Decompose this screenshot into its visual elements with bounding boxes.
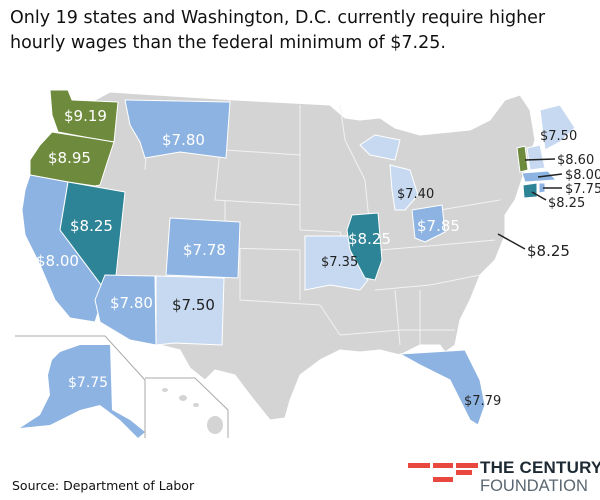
label-connecticut: $8.25 (548, 196, 585, 211)
label-missouri: $7.35 (321, 255, 358, 270)
state-maine (539, 104, 576, 151)
label-arizona: $7.80 (110, 294, 153, 312)
inset-frames (15, 335, 229, 438)
state-florida (399, 349, 486, 426)
label-california: $8.00 (36, 252, 79, 270)
state-new-mexico (155, 275, 225, 346)
century-foundation-logo: THE CENTURY FOUNDATION (398, 452, 600, 496)
label-washington: $9.19 (64, 107, 107, 125)
state-labels-small: $7.35 $7.40 $7.79 $7.50 $8.60 $8.00 $7.7… (321, 129, 600, 409)
state-michigan-upper (359, 134, 401, 161)
label-colorado: $7.78 (183, 241, 226, 259)
label-illinois: $8.25 (348, 230, 391, 248)
state-vermont (516, 145, 529, 173)
label-new-mexico: $7.50 (172, 296, 215, 314)
state-montana (124, 99, 231, 159)
state-colorado (165, 217, 241, 279)
state-hawaii (162, 388, 223, 434)
label-ohio: $7.85 (417, 217, 460, 235)
state-ohio (411, 204, 446, 243)
label-vermont: $8.60 (557, 153, 594, 168)
source-note: Source: Department of Labor (12, 478, 195, 493)
state-rhode-island (538, 182, 546, 194)
state-borders (144, 99, 501, 346)
label-montana: $7.80 (162, 131, 205, 149)
state-illinois (346, 212, 383, 281)
logo-line1: THE CENTURY (480, 458, 600, 477)
state-new-hampshire (526, 144, 546, 171)
label-michigan: $7.40 (397, 187, 434, 202)
leader-lines (497, 158, 563, 250)
label-florida: $7.79 (464, 394, 501, 409)
label-alaska: $7.75 (68, 375, 108, 391)
state-oregon (29, 131, 115, 187)
label-massachusetts: $8.00 (565, 168, 600, 183)
state-labels: $9.19 $8.95 $7.80 $8.25 $8.00 $7.78 $7.8… (36, 107, 460, 391)
label-oregon: $8.95 (48, 149, 91, 167)
state-arizona (94, 274, 157, 346)
label-nevada: $8.25 (70, 217, 113, 235)
label-maine: $7.50 (540, 129, 577, 144)
label-dc: $8.25 (527, 242, 570, 260)
state-connecticut (522, 182, 538, 199)
state-michigan (389, 164, 419, 211)
state-alaska (20, 345, 145, 438)
logo-line2: FOUNDATION (480, 477, 588, 495)
map-title: Only 19 states and Washington, D.C. curr… (10, 8, 546, 53)
label-rhode-island: $7.75 (565, 182, 600, 197)
